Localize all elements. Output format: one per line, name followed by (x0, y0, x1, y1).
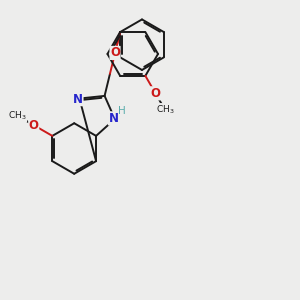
Text: O: O (29, 118, 39, 132)
Text: H: H (118, 106, 126, 116)
Text: O: O (151, 87, 160, 100)
Text: N: N (108, 112, 118, 125)
Text: CH$_3$: CH$_3$ (8, 110, 27, 122)
Text: N: N (73, 93, 83, 106)
Text: CH$_3$: CH$_3$ (156, 103, 174, 116)
Text: O: O (110, 46, 120, 59)
